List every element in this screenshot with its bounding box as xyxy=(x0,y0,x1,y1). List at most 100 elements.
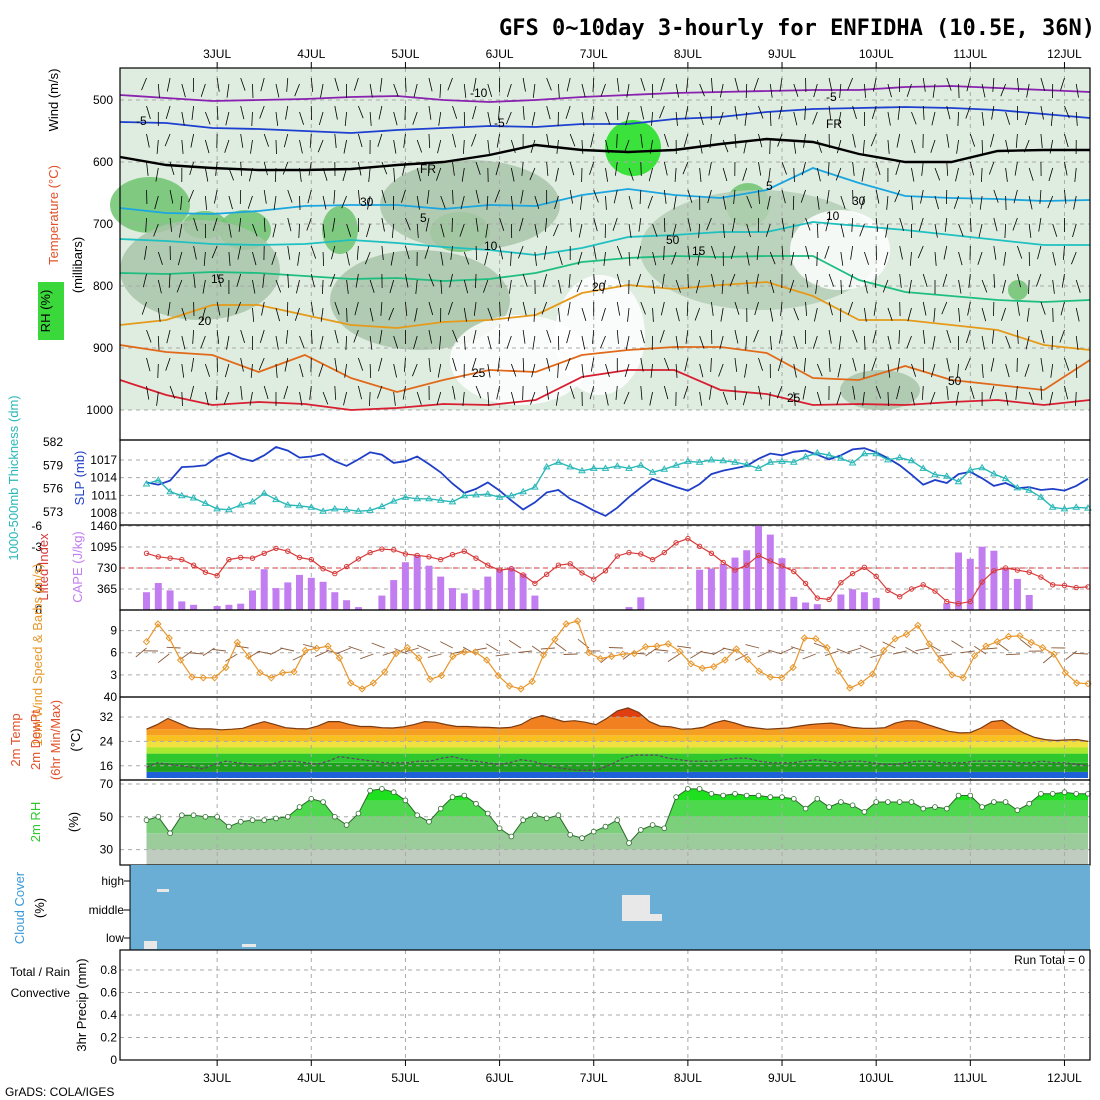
wind-speed-point xyxy=(925,640,933,648)
wind-barb xyxy=(874,273,877,288)
bottom-day-label: 12JUL xyxy=(1047,1071,1082,1085)
wind-barb xyxy=(793,363,797,378)
wind-barb xyxy=(1040,301,1046,315)
wind-barb xyxy=(968,273,971,288)
wind-barb xyxy=(605,139,610,154)
wind-barb xyxy=(156,139,159,154)
wind-barb xyxy=(475,245,478,261)
rh-point xyxy=(484,810,491,817)
precip-tick-label: 0.8 xyxy=(100,963,117,977)
wind-barb xyxy=(252,307,255,322)
wind-barb xyxy=(873,301,877,316)
wind-barb xyxy=(428,273,435,287)
thickness-point xyxy=(672,461,680,468)
wind-barb xyxy=(628,167,634,181)
wind-barb xyxy=(180,195,183,210)
rh-shading xyxy=(330,250,510,350)
wind-barb xyxy=(1016,301,1020,316)
temperature-contour xyxy=(119,344,1091,393)
wind-barb xyxy=(333,189,336,204)
wind-barb xyxy=(746,223,751,238)
wind-barb xyxy=(225,111,230,126)
wind-speed-point xyxy=(641,643,650,651)
wind-barb xyxy=(769,111,772,127)
thickness-tick-label: 573 xyxy=(43,505,63,519)
wind-barb xyxy=(557,363,559,378)
contour-label: 5 xyxy=(766,179,773,193)
wind-barb xyxy=(978,223,983,238)
rh-point xyxy=(249,817,256,823)
lifted-index-point xyxy=(214,573,220,579)
wind-barb xyxy=(576,279,583,293)
wind-barb xyxy=(1048,167,1054,182)
rh-point xyxy=(308,795,315,802)
wind-barb xyxy=(932,83,936,98)
wind-barb xyxy=(1003,251,1007,266)
wind-barb xyxy=(686,301,689,317)
wind-barb-10m xyxy=(157,653,170,663)
wind-barb xyxy=(506,335,512,349)
low-cloud-block xyxy=(144,941,157,949)
wind-barb xyxy=(294,307,300,321)
thickness-point xyxy=(966,466,975,473)
rh-shading xyxy=(555,275,645,395)
rh-point xyxy=(814,795,821,802)
wind-barb xyxy=(141,301,147,315)
wind-barb xyxy=(943,245,948,260)
wind-barb xyxy=(675,279,681,293)
temperature-contour xyxy=(119,369,1091,411)
lifted-index-point xyxy=(849,570,856,577)
wind-barb xyxy=(600,83,606,97)
cape-bar xyxy=(966,558,974,610)
wind-barb xyxy=(581,335,586,350)
wind-barb xyxy=(413,335,418,350)
wind-barb xyxy=(755,273,759,288)
wind-barb xyxy=(179,223,183,238)
thickness-point xyxy=(248,497,257,505)
wind-axis-label: 10m Wind Speed & Barbs (m/s) xyxy=(30,564,45,747)
pressure-tick-label: 1000 xyxy=(86,403,113,417)
wind-barb xyxy=(240,133,244,148)
wind-barb xyxy=(605,391,609,406)
wind-barb xyxy=(591,105,595,120)
wind-speed-point xyxy=(653,642,661,650)
temperature-contour xyxy=(119,167,1091,215)
cape-bar xyxy=(790,596,798,610)
wind-barb xyxy=(1052,279,1055,294)
cape-bar xyxy=(943,603,951,610)
wind-barb xyxy=(531,111,536,126)
wind-barb xyxy=(377,385,383,399)
wind-barb-10m xyxy=(247,650,261,659)
wind-barb-10m xyxy=(135,647,147,658)
wind-barb xyxy=(558,251,563,266)
wind-barb xyxy=(605,363,610,378)
wind-barb xyxy=(708,161,712,176)
wind-barb xyxy=(438,111,442,126)
wind-speed-point xyxy=(154,620,162,628)
wind-barb xyxy=(581,363,584,378)
wind-barb xyxy=(463,279,469,294)
wind-barb xyxy=(605,167,608,182)
wind-barb xyxy=(1040,329,1045,344)
wind-speed-point xyxy=(358,685,366,693)
wind-barb xyxy=(369,307,374,322)
top-day-label: 8JUL xyxy=(674,47,702,61)
thickness-point xyxy=(625,464,633,471)
rh-point xyxy=(473,800,479,807)
temp-band xyxy=(146,753,1088,763)
lifted-index-point xyxy=(626,549,632,556)
wind-barb xyxy=(569,217,572,232)
thickness-point xyxy=(1072,503,1081,510)
wind-barb xyxy=(296,279,300,294)
wind-barb xyxy=(357,161,362,176)
wind-barb xyxy=(1049,391,1054,406)
lifted-index-point xyxy=(696,543,703,549)
temp-2m-panel: 16 24 32 2m Temp 2m DewPt (6hr Min/Max) (°C) xyxy=(8,696,1091,781)
lifted-index-point xyxy=(508,566,515,572)
wind-barb xyxy=(896,385,901,400)
thickness-point xyxy=(766,458,775,465)
cape-bar xyxy=(319,581,327,610)
wind-speed-point xyxy=(256,668,264,677)
wind-barb xyxy=(146,329,152,343)
top-day-label: 4JUL xyxy=(297,47,325,61)
